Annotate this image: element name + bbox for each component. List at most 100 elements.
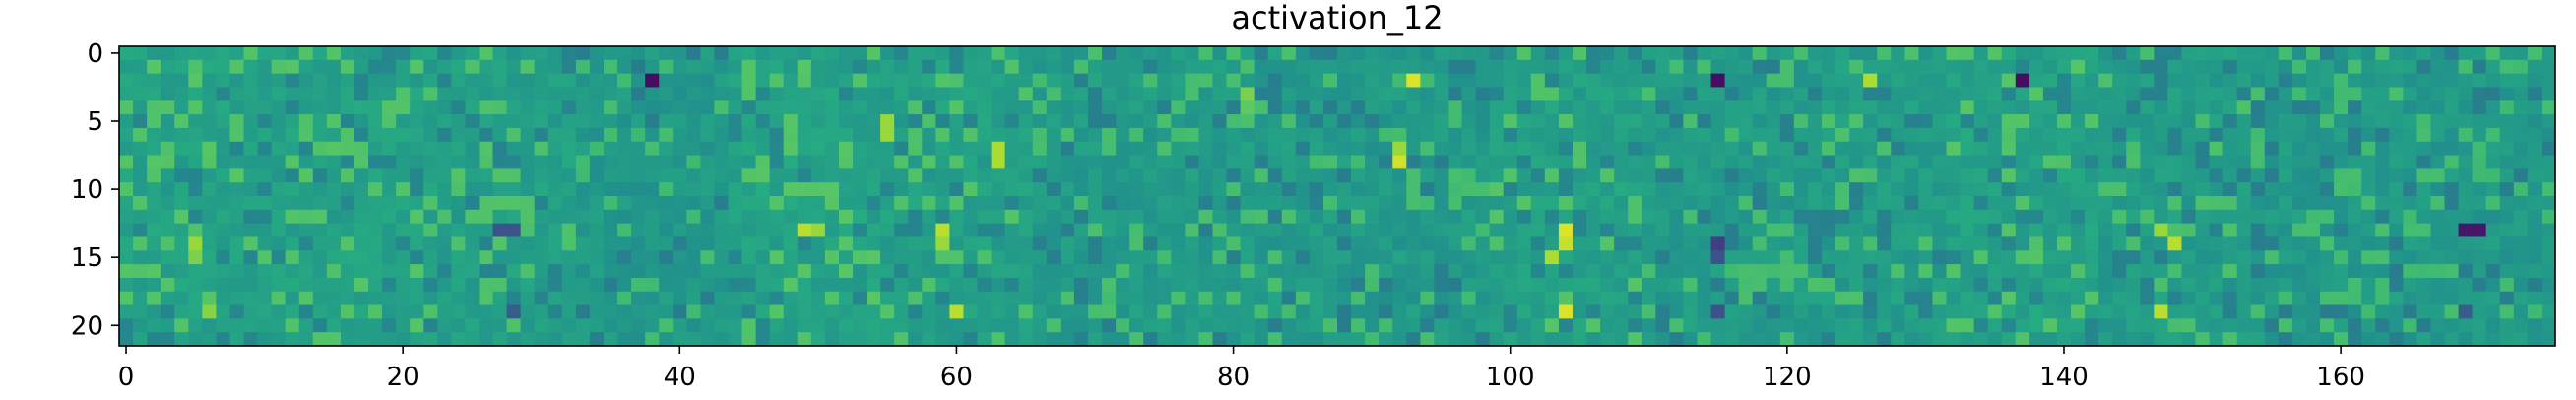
heatmap-cell [2305, 73, 2321, 88]
heatmap-cell [1572, 318, 1587, 333]
heatmap-cell [714, 141, 729, 156]
heatmap-cell [686, 127, 701, 143]
heatmap-cell [133, 114, 148, 129]
heatmap-cell [935, 114, 950, 129]
heatmap-cell [2278, 209, 2293, 225]
heatmap-cell [908, 155, 923, 169]
heatmap-cell [1683, 100, 1698, 115]
heatmap-cell [1420, 168, 1435, 183]
heatmap-cell [2430, 318, 2445, 333]
heatmap-cell [2029, 59, 2044, 75]
heatmap-cell [769, 332, 785, 347]
heatmap-cell [949, 168, 964, 183]
heatmap-cell [631, 196, 646, 211]
heatmap-cell [1060, 155, 1075, 169]
heatmap-cell [867, 73, 881, 88]
heatmap-cell [174, 141, 189, 156]
heatmap-cell [382, 46, 397, 61]
heatmap-cell [271, 155, 287, 169]
heatmap-cell [1835, 87, 1850, 101]
heatmap-cell [2209, 196, 2224, 211]
heatmap-cell [1642, 155, 1656, 169]
heatmap-cell [1102, 291, 1117, 305]
heatmap-cell [2305, 304, 2321, 319]
heatmap-cell [1143, 236, 1158, 251]
heatmap-cell [382, 59, 397, 75]
heatmap-cell [271, 209, 287, 225]
heatmap-cell [2416, 59, 2431, 75]
heatmap-cell [1254, 209, 1269, 225]
heatmap-cell [1295, 141, 1311, 156]
heatmap-cell [1267, 127, 1283, 143]
heatmap-cell [423, 236, 438, 251]
heatmap-cell [451, 223, 466, 237]
heatmap-cell [2499, 196, 2515, 211]
heatmap-cell [1946, 100, 1961, 115]
heatmap-cell [631, 223, 646, 237]
heatmap-cell [949, 332, 964, 347]
heatmap-cell [714, 209, 729, 225]
heatmap-cell [645, 59, 660, 75]
heatmap-cell [2375, 127, 2390, 143]
heatmap-cell [1254, 141, 1269, 156]
heatmap-cell [1904, 196, 1919, 211]
heatmap-cell [714, 182, 729, 197]
heatmap-cell [1240, 168, 1256, 183]
heatmap-cell [1018, 223, 1034, 237]
heatmap-cell [520, 168, 536, 183]
heatmap-cell [617, 209, 632, 225]
heatmap-cell [271, 264, 287, 279]
heatmap-cell [2430, 46, 2445, 61]
heatmap-cell [326, 141, 342, 156]
heatmap-cell [1710, 236, 1725, 251]
heatmap-cell [2209, 250, 2224, 265]
heatmap-cell [1046, 332, 1062, 347]
heatmap-cell [1046, 182, 1062, 197]
heatmap-cell [1157, 59, 1172, 75]
heatmap-cell [908, 73, 923, 88]
heatmap-cell [1586, 114, 1601, 129]
heatmap-cell [838, 114, 854, 129]
heatmap-cell [2416, 127, 2431, 143]
heatmap-cell [382, 250, 397, 265]
heatmap-cell [1614, 304, 1629, 319]
heatmap-cell [963, 46, 978, 61]
heatmap-cell [935, 46, 950, 61]
heatmap-cell [2222, 318, 2238, 333]
heatmap-cell [1655, 304, 1670, 319]
heatmap-cell [2278, 318, 2293, 333]
heatmap-cell [340, 250, 355, 265]
heatmap-cell [1835, 209, 1850, 225]
heatmap-cell [2195, 73, 2210, 88]
heatmap-cell [437, 236, 452, 251]
heatmap-cell [119, 100, 134, 115]
heatmap-cell [575, 318, 591, 333]
heatmap-cell [1073, 236, 1089, 251]
heatmap-cell [1032, 100, 1048, 115]
heatmap-cell [1157, 196, 1172, 211]
heatmap-cell [423, 196, 438, 211]
heatmap-cell [2195, 264, 2210, 279]
heatmap-cell [867, 155, 881, 169]
heatmap-cell [1198, 114, 1213, 129]
heatmap-cell [2222, 168, 2238, 183]
heatmap-cell [1863, 332, 1878, 347]
heatmap-cell [1157, 155, 1172, 169]
heatmap-cell [2403, 318, 2417, 333]
heatmap-cell [396, 114, 411, 129]
heatmap-cell [340, 304, 355, 319]
heatmap-cell [1309, 291, 1324, 305]
heatmap-cell [1683, 236, 1698, 251]
heatmap-cell [2098, 291, 2113, 305]
heatmap-cell [1116, 277, 1130, 293]
heatmap-cell [1586, 304, 1601, 319]
heatmap-cell [1973, 264, 1989, 279]
heatmap-cell [2403, 304, 2417, 319]
heatmap-cell [1434, 100, 1449, 115]
heatmap-cell [1544, 250, 1560, 265]
heatmap-cell [880, 100, 895, 115]
heatmap-cell [1614, 196, 1629, 211]
heatmap-cell [547, 332, 563, 347]
heatmap-cell [1087, 250, 1103, 265]
heatmap-cell [589, 59, 605, 75]
